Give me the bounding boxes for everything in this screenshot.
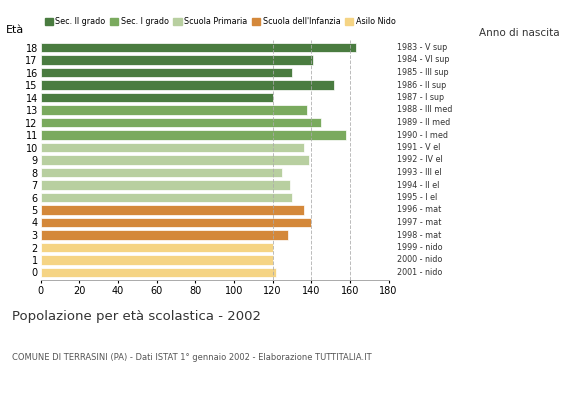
- Bar: [41, 255, 273, 265]
- Text: 1995 - I el: 1995 - I el: [397, 193, 437, 202]
- Text: 1983 - V sup: 1983 - V sup: [397, 43, 448, 52]
- Bar: [41, 243, 273, 252]
- Text: 1985 - III sup: 1985 - III sup: [397, 68, 449, 77]
- Text: 1990 - I med: 1990 - I med: [397, 130, 448, 140]
- Bar: [41, 118, 321, 127]
- Text: 2001 - nido: 2001 - nido: [397, 268, 443, 277]
- Bar: [41, 168, 282, 177]
- Bar: [41, 130, 346, 140]
- Bar: [41, 218, 311, 227]
- Bar: [41, 43, 356, 52]
- Text: 1984 - VI sup: 1984 - VI sup: [397, 56, 450, 64]
- Bar: [41, 155, 309, 165]
- Bar: [41, 230, 288, 240]
- Bar: [41, 143, 303, 152]
- Text: 1989 - II med: 1989 - II med: [397, 118, 451, 127]
- Text: 1999 - nido: 1999 - nido: [397, 243, 443, 252]
- Text: Anno di nascita: Anno di nascita: [479, 28, 560, 38]
- Text: 1986 - II sup: 1986 - II sup: [397, 80, 447, 90]
- Text: Età: Età: [6, 25, 24, 35]
- Text: 1997 - mat: 1997 - mat: [397, 218, 442, 227]
- Text: 1996 - mat: 1996 - mat: [397, 206, 441, 214]
- Bar: [41, 55, 313, 65]
- Bar: [41, 68, 292, 77]
- Text: 1987 - I sup: 1987 - I sup: [397, 93, 444, 102]
- Text: COMUNE DI TERRASINI (PA) - Dati ISTAT 1° gennaio 2002 - Elaborazione TUTTITALIA.: COMUNE DI TERRASINI (PA) - Dati ISTAT 1°…: [12, 353, 371, 362]
- Bar: [41, 193, 292, 202]
- Bar: [41, 180, 290, 190]
- Text: 1998 - mat: 1998 - mat: [397, 230, 441, 240]
- Bar: [41, 105, 307, 115]
- Text: 1988 - III med: 1988 - III med: [397, 106, 452, 114]
- Bar: [41, 93, 273, 102]
- Text: 1992 - IV el: 1992 - IV el: [397, 156, 443, 164]
- Bar: [41, 205, 303, 215]
- Text: 1994 - II el: 1994 - II el: [397, 180, 440, 190]
- Bar: [41, 268, 277, 277]
- Text: 1993 - III el: 1993 - III el: [397, 168, 442, 177]
- Text: Popolazione per età scolastica - 2002: Popolazione per età scolastica - 2002: [12, 310, 260, 323]
- Bar: [41, 80, 335, 90]
- Text: 2000 - nido: 2000 - nido: [397, 256, 443, 264]
- Legend: Sec. II grado, Sec. I grado, Scuola Primaria, Scuola dell'Infanzia, Asilo Nido: Sec. II grado, Sec. I grado, Scuola Prim…: [45, 17, 396, 26]
- Text: 1991 - V el: 1991 - V el: [397, 143, 441, 152]
